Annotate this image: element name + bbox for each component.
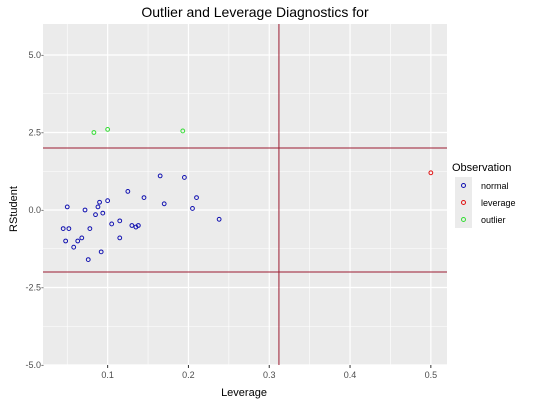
point-normal [63,238,69,244]
point-normal [98,249,104,255]
legend-title: Observation [452,162,511,174]
point-normal [109,221,115,227]
point-normal [71,244,77,250]
point-normal [157,173,163,179]
point-normal [194,195,199,201]
legend-key-bg [455,194,472,211]
point-normal [95,204,101,210]
point-normal [66,226,72,232]
point-leverage [428,170,434,176]
y-tick-label: 5.0- [28,50,44,60]
point-outlier [105,126,111,132]
legend-key-normal [461,183,466,188]
reference-lines [43,24,447,365]
point-normal [141,195,147,201]
point-normal [182,175,187,180]
point-normal [100,210,106,216]
plot-panel [43,24,447,365]
point-normal [125,189,131,194]
legend-key-bg [455,211,472,228]
x-tick-label: 0.5 [425,370,438,380]
y-axis-label: RStudent [8,186,20,232]
chart-title: Outlier and Leverage Diagnostics for [141,4,369,20]
point-normal [216,216,222,222]
point-normal [97,199,102,205]
point-normal [79,235,85,241]
point-normal [87,226,93,232]
point-normal [161,201,167,207]
point-normal [117,218,123,224]
legend-key-bg [455,177,472,194]
data-points [60,126,434,263]
point-normal [105,198,111,204]
legend-label-outlier: outlier [481,215,506,225]
x-tick-label: 0.3 [263,370,276,380]
point-normal [135,223,141,228]
x-tick-label: 0.4 [344,370,357,380]
y-tick-label: 0.0- [28,205,44,215]
legend-key-outlier [461,217,466,222]
point-normal [64,204,70,210]
y-axis: -5.0- -2.5- 0.0- 2.5- 5.0- [25,50,44,370]
x-axis-label: Leverage [221,387,267,399]
y-tick-label: 2.5- [28,128,44,138]
point-outlier [180,128,186,134]
legend: Observation normal leverage outlier [452,162,516,228]
x-axis: 0.1 0.2 0.3 0.4 0.5 [101,365,437,380]
point-normal [129,223,135,228]
x-tick-label: 0.2 [182,370,195,380]
point-outlier [91,130,97,135]
point-normal [85,257,91,263]
legend-label-normal: normal [481,181,509,191]
point-normal [75,238,81,244]
point-normal [82,207,88,213]
point-normal [190,206,195,211]
legend-label-leverage: leverage [481,198,516,208]
grid-lines [43,24,447,366]
point-normal [60,226,66,232]
point-normal [93,212,98,218]
y-tick-label: -5.0- [25,360,44,370]
point-normal [117,235,123,241]
y-tick-label: -2.5- [25,283,44,293]
legend-key-leverage [461,200,466,205]
x-tick-label: 0.1 [101,370,114,380]
